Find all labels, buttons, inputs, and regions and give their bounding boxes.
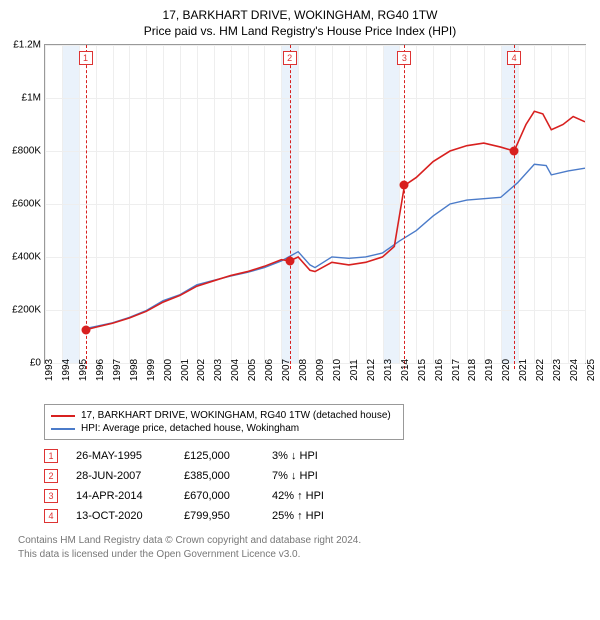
transaction-number: 2 bbox=[44, 469, 58, 483]
transaction-number: 3 bbox=[44, 489, 58, 503]
chart: £0£200K£400K£600K£800K£1M£1.2M1234 19931… bbox=[44, 44, 586, 394]
y-tick-label: £200K bbox=[12, 305, 45, 316]
chart-title: 17, BARKHART DRIVE, WOKINGHAM, RG40 1TW bbox=[6, 8, 594, 22]
transaction-price: £670,000 bbox=[184, 490, 254, 502]
chart-lines bbox=[45, 45, 585, 363]
transaction-pct: 3% ↓ HPI bbox=[272, 450, 318, 462]
y-tick-label: £1.2M bbox=[13, 40, 45, 51]
legend-swatch bbox=[51, 415, 75, 417]
transaction-row: 3 14-APR-2014 £670,000 42% ↑ HPI bbox=[44, 486, 594, 506]
arrow-up-icon: ↑ bbox=[297, 510, 303, 522]
transaction-marker bbox=[285, 256, 294, 265]
transaction-marker bbox=[400, 181, 409, 190]
transaction-number-badge: 1 bbox=[79, 51, 93, 65]
y-tick-label: £1M bbox=[22, 93, 45, 104]
transaction-date: 28-JUN-2007 bbox=[76, 470, 166, 482]
plot-area: £0£200K£400K£600K£800K£1M£1.2M1234 bbox=[44, 44, 586, 364]
legend-swatch bbox=[51, 428, 75, 430]
transaction-date: 26-MAY-1995 bbox=[76, 450, 166, 462]
transaction-pct: 42% ↑ HPI bbox=[272, 490, 324, 502]
arrow-down-icon: ↓ bbox=[291, 450, 297, 462]
footer-line: This data is licensed under the Open Gov… bbox=[18, 548, 594, 562]
arrow-up-icon: ↑ bbox=[297, 490, 303, 502]
legend-label: HPI: Average price, detached house, Woki… bbox=[81, 423, 299, 434]
transaction-number-badge: 2 bbox=[283, 51, 297, 65]
x-axis-labels: 1993199419951996199719981999200020012002… bbox=[44, 364, 586, 394]
transaction-row: 1 26-MAY-1995 £125,000 3% ↓ HPI bbox=[44, 446, 594, 466]
arrow-down-icon: ↓ bbox=[291, 470, 297, 482]
chart-subtitle: Price paid vs. HM Land Registry's House … bbox=[6, 24, 594, 38]
y-tick-label: £800K bbox=[12, 146, 45, 157]
y-tick-label: £400K bbox=[12, 252, 45, 263]
transaction-marker bbox=[510, 147, 519, 156]
transactions-table: 1 26-MAY-1995 £125,000 3% ↓ HPI 2 28-JUN-2007… bbox=[44, 446, 594, 526]
y-tick-label: £0 bbox=[30, 358, 45, 369]
x-tick-label: 2025 bbox=[586, 359, 600, 381]
legend-item-property: 17, BARKHART DRIVE, WOKINGHAM, RG40 1TW … bbox=[51, 409, 397, 422]
transaction-row: 2 28-JUN-2007 £385,000 7% ↓ HPI bbox=[44, 466, 594, 486]
transaction-number-badge: 3 bbox=[397, 51, 411, 65]
footer-attribution: Contains HM Land Registry data © Crown c… bbox=[18, 534, 594, 561]
transaction-pct: 25% ↑ HPI bbox=[272, 510, 324, 522]
legend-item-hpi: HPI: Average price, detached house, Woki… bbox=[51, 422, 397, 435]
footer-line: Contains HM Land Registry data © Crown c… bbox=[18, 534, 594, 548]
transaction-price: £799,950 bbox=[184, 510, 254, 522]
transaction-price: £125,000 bbox=[184, 450, 254, 462]
legend-label: 17, BARKHART DRIVE, WOKINGHAM, RG40 1TW … bbox=[81, 410, 391, 421]
transaction-date: 13-OCT-2020 bbox=[76, 510, 166, 522]
transaction-price: £385,000 bbox=[184, 470, 254, 482]
y-tick-label: £600K bbox=[12, 199, 45, 210]
transaction-number: 4 bbox=[44, 509, 58, 523]
legend: 17, BARKHART DRIVE, WOKINGHAM, RG40 1TW … bbox=[44, 404, 404, 440]
transaction-marker bbox=[81, 325, 90, 334]
transaction-number: 1 bbox=[44, 449, 58, 463]
transaction-number-badge: 4 bbox=[507, 51, 521, 65]
transaction-date: 14-APR-2014 bbox=[76, 490, 166, 502]
transaction-row: 4 13-OCT-2020 £799,950 25% ↑ HPI bbox=[44, 506, 594, 526]
transaction-pct: 7% ↓ HPI bbox=[272, 470, 318, 482]
